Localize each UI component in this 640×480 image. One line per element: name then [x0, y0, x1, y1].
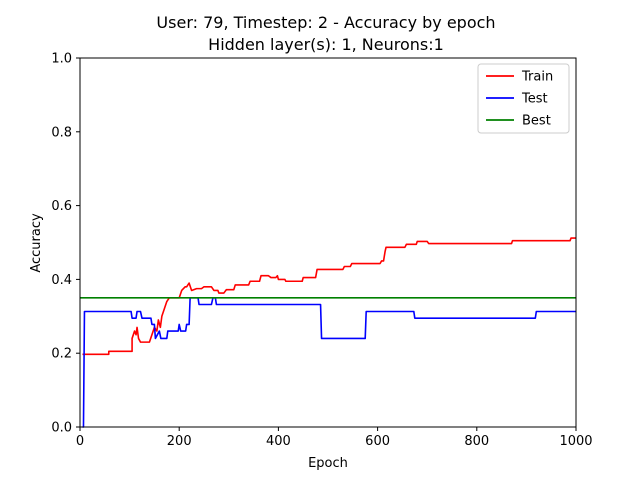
legend: Train Test Best	[477, 63, 570, 134]
legend-box	[477, 63, 570, 134]
plot-lines	[80, 237, 576, 428]
plot-frame	[79, 57, 577, 428]
y-tick-label: 0.0	[51, 421, 72, 436]
legend-label-train: Train	[521, 70, 553, 85]
chart-title-line1: User: 79, Timestep: 2 - Accuracy by epoc…	[156, 13, 495, 32]
x-tick-label: 0	[76, 434, 84, 449]
legend-label-test: Test	[521, 92, 548, 107]
chart-title-line2: Hidden layer(s): 1, Neurons:1	[208, 35, 444, 54]
x-tick-label: 800	[464, 434, 489, 449]
y-tick-label: 1.0	[51, 52, 72, 67]
y-tick-label: 0.8	[51, 125, 72, 140]
x-tick-label: 400	[266, 434, 291, 449]
x-tick-label: 200	[167, 434, 192, 449]
y-tick-label: 0.6	[51, 199, 72, 214]
x-axis-label: Epoch	[308, 456, 348, 471]
y-ticks: 0.0 0.2 0.4 0.6 0.8 1.0	[51, 52, 80, 436]
y-tick-label: 0.4	[51, 273, 72, 288]
series-line-test	[82, 297, 576, 428]
x-tick-label: 600	[365, 434, 390, 449]
legend-label-best: Best	[522, 114, 551, 129]
y-axis-label: Accuracy	[29, 213, 44, 273]
x-ticks: 0 200 400 600 800 1000	[76, 427, 593, 449]
y-tick-label: 0.2	[51, 347, 72, 362]
x-tick-label: 1000	[559, 434, 592, 449]
